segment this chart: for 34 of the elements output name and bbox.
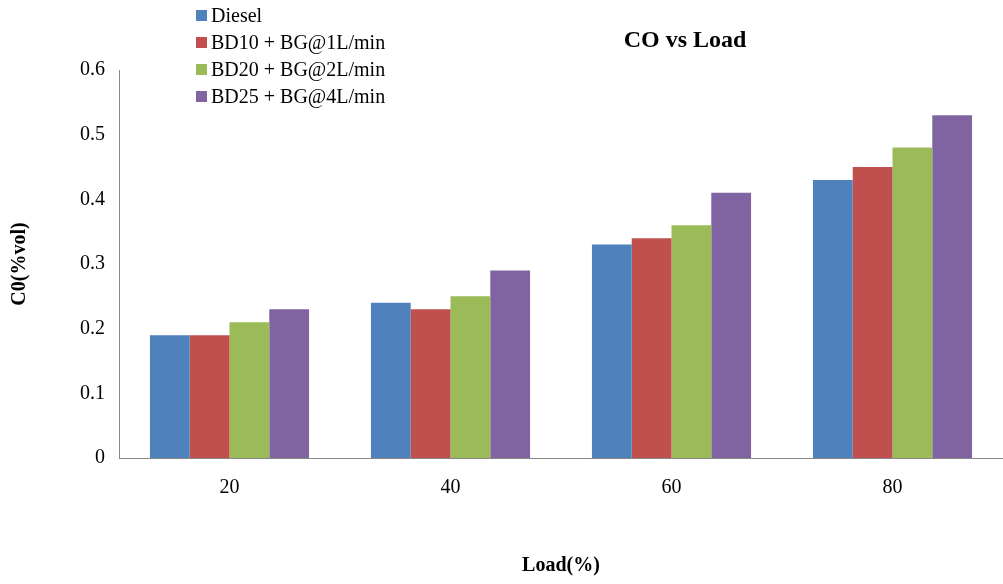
bar bbox=[410, 309, 451, 458]
bar bbox=[591, 244, 632, 458]
bar bbox=[812, 179, 853, 458]
bar bbox=[229, 322, 270, 458]
y-tick-label: 0.2 bbox=[80, 315, 105, 338]
bar bbox=[631, 238, 672, 458]
y-tick-label: 0 bbox=[95, 445, 105, 468]
y-tick-label: 0.6 bbox=[80, 57, 105, 80]
bar bbox=[892, 147, 933, 458]
bar bbox=[189, 335, 230, 458]
legend-label: BD20 + BG@2L/min bbox=[211, 57, 386, 83]
x-axis-title: Load(%) bbox=[522, 553, 600, 577]
x-tick-label: 80 bbox=[882, 475, 903, 498]
x-tick-label: 60 bbox=[661, 475, 682, 498]
legend-label: BD10 + BG@1L/min bbox=[211, 30, 386, 56]
bar bbox=[852, 167, 893, 458]
bar bbox=[149, 335, 190, 458]
bar bbox=[932, 115, 973, 458]
y-tick-label: 0.4 bbox=[80, 186, 105, 209]
y-tick-label: 0.3 bbox=[80, 251, 105, 274]
bar bbox=[490, 270, 531, 458]
bar bbox=[450, 296, 491, 458]
bar bbox=[370, 302, 411, 458]
bar bbox=[269, 309, 310, 458]
y-tick-label: 0.1 bbox=[80, 380, 105, 403]
y-axis-title: C0(%vol) bbox=[7, 222, 31, 306]
legend-label: Diesel bbox=[211, 3, 263, 28]
y-tick-label: 0.5 bbox=[80, 121, 105, 144]
x-tick-label: 40 bbox=[440, 475, 461, 498]
bar bbox=[711, 192, 752, 458]
legend-label: BD25 + BG@4L/min bbox=[211, 84, 386, 110]
bar bbox=[671, 225, 712, 458]
chart-title: CO vs Load bbox=[622, 26, 748, 53]
x-tick-label: 20 bbox=[219, 475, 240, 498]
